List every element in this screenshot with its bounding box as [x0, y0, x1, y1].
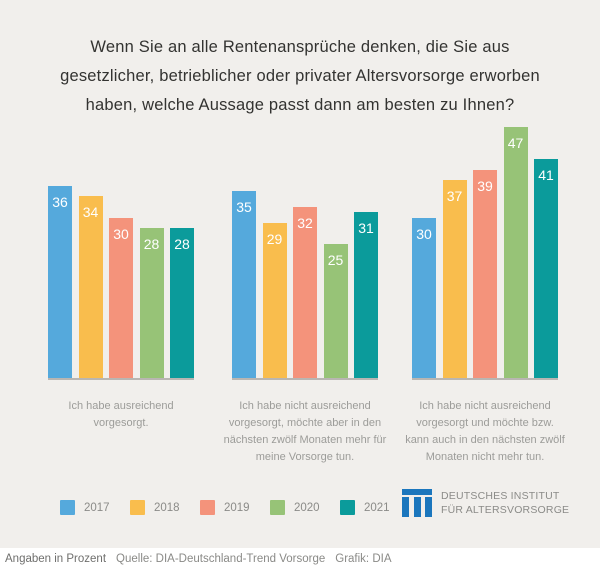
legend-label-2018: 2018 — [154, 501, 180, 514]
bar-value-label: 34 — [82, 204, 99, 220]
axis-baseline — [232, 378, 378, 380]
logo-column — [413, 497, 421, 517]
bar-value-label: 28 — [174, 236, 190, 252]
bar-group-3: 30 37 39 47 41 Ich habe nicht ausreichend vorg… — [405, 120, 565, 466]
footer-bar: Angaben in Prozent Quelle: DIA-Deutschla… — [0, 548, 600, 570]
legend-swatch-2018 — [130, 500, 145, 515]
chart-title: Wenn Sie an alle Rentenansprüche denken,… — [0, 0, 600, 120]
logo-top-bar — [402, 489, 432, 495]
legend: 2017 2018 2019 2020 2021 — [60, 500, 410, 515]
bar-value-label: 37 — [446, 188, 463, 204]
legend-label-2019: 2019 — [224, 501, 250, 514]
bar-value-label: 35 — [236, 199, 252, 215]
footer-note: Angaben in Prozent — [5, 553, 107, 565]
bar-2017-group-1: 36 — [48, 186, 72, 378]
legend-label-2021: 2021 — [364, 501, 390, 514]
legend-swatch-2021 — [340, 500, 355, 515]
bar-2021-group-2: 31 — [354, 212, 378, 378]
dia-logo-text-line-1: DEUTSCHES INSTITUT — [441, 490, 560, 502]
bar-2019-group-1: 30 — [109, 218, 133, 378]
bar-2020-group-2: 25 — [323, 244, 348, 378]
bar-2018-group-2: 29 — [262, 223, 287, 378]
category-label-3: Ich habe nicht ausreichend vorgesorgt und… — [405, 400, 565, 463]
legend-item-2019: 2019 — [200, 500, 256, 515]
legend-swatch-2019 — [200, 500, 215, 515]
chart-title-line-3: haben, welche Aussage passt dann am best… — [85, 96, 515, 114]
bar-value-label: 29 — [266, 231, 283, 247]
bar-value-label: 28 — [143, 236, 160, 252]
footer-source: Quelle: DIA-Deutschland-Trend Vorsorge — [116, 553, 326, 565]
bar-value-label: 32 — [297, 215, 313, 231]
legend-item-2018: 2018 — [130, 500, 186, 515]
bar-2021-group-3: 41 — [534, 159, 558, 378]
bar-group-2: 35 29 32 25 31 Ich habe nicht ausreichend vorg… — [224, 120, 386, 466]
bar-value-label: 30 — [113, 226, 129, 242]
bar-2017-group-3: 30 — [412, 218, 436, 378]
legend-swatch-2017 — [60, 500, 75, 515]
bar-value-label: 47 — [507, 135, 524, 151]
bar-value-label: 25 — [327, 252, 344, 268]
dia-logo-text-line-2: FÜR ALTERSVORSORGE — [441, 503, 570, 516]
bar-value-label: 30 — [416, 226, 432, 242]
dia-columns-icon — [402, 489, 432, 517]
legend-label-2017: 2017 — [84, 501, 110, 514]
dia-logo-text: DEUTSCHES INSTITUT FÜR ALTERSVORSORGE — [441, 489, 569, 517]
dia-logo: DEUTSCHES INSTITUT FÜR ALTERSVORSORGE — [402, 489, 569, 517]
bar-2020-group-3: 47 — [503, 127, 528, 378]
logo-column — [402, 497, 409, 517]
legend-swatch-2020 — [270, 500, 285, 515]
legend-item-2021: 2021 — [340, 500, 396, 515]
bar-value-label: 39 — [477, 178, 493, 194]
logo-column — [425, 497, 432, 517]
bar-value-label: 31 — [358, 220, 374, 236]
legend-item-2017: 2017 — [60, 500, 116, 515]
bar-2021-group-1: 28 — [170, 228, 194, 378]
footer-credit: Grafik: DIA — [335, 553, 392, 565]
legend-item-2020: 2020 — [270, 500, 326, 515]
chart-title-line-2: gesetzlicher, betrieblicher oder private… — [60, 67, 540, 85]
chart-title-line-1: Wenn Sie an alle Rentenansprüche denken,… — [90, 38, 510, 56]
bar-value-label: 41 — [538, 167, 554, 183]
bar-2017-group-2: 35 — [232, 191, 256, 378]
bar-2018-group-3: 37 — [442, 180, 467, 378]
axis-baseline — [48, 378, 194, 380]
category-label-1: Ich habe ausreichend vorgesorgt. — [68, 400, 174, 429]
category-label-2: Ich habe nicht ausreichend vorgesorgt, mö… — [223, 400, 387, 463]
bar-2020-group-1: 28 — [139, 228, 164, 378]
bar-2018-group-1: 34 — [78, 196, 103, 378]
bar-2019-group-3: 39 — [473, 170, 497, 378]
bar-2019-group-2: 32 — [293, 207, 317, 378]
legend-label-2020: 2020 — [294, 501, 320, 514]
bar-value-label: 36 — [52, 194, 68, 210]
bar-group-1: 36 34 30 28 28 Ich habe ausreichend vorgesorgt… — [48, 120, 194, 432]
axis-baseline — [412, 378, 558, 380]
